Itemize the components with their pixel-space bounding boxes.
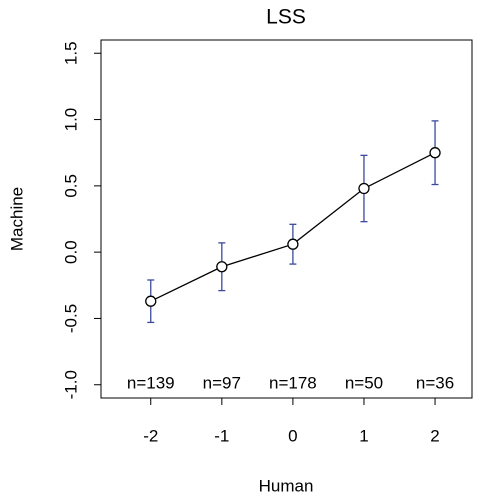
point [145,295,157,307]
x-tick-label: 2 [430,426,439,445]
y-tick-label: 0.5 [61,174,80,198]
y-axis-label: Machine [7,187,26,251]
y-tick-label: -0.5 [61,304,80,333]
y-tick-label: 1.5 [61,41,80,65]
sample-size-label: n=36 [416,373,454,392]
plot-frame [100,39,473,399]
x-tick-label: -2 [143,426,158,445]
x-tick-label: -1 [214,426,229,445]
x-tick-label: 1 [359,426,368,445]
point [216,261,228,273]
sample-size-label: n=50 [345,373,383,392]
y-tick-label: 0.0 [61,240,80,264]
point [287,238,299,250]
x-axis-label: Human [259,476,314,495]
chart-title: LSS [266,6,306,29]
point [429,147,441,159]
sample-size-label: n=139 [127,373,175,392]
sample-size-label: n=178 [269,373,317,392]
point [358,182,370,195]
x-tick-label: 0 [288,426,297,445]
y-tick-label: 1.0 [61,108,80,132]
y-tick-label: -1.0 [61,370,80,399]
sample-size-label: n=97 [203,373,241,392]
